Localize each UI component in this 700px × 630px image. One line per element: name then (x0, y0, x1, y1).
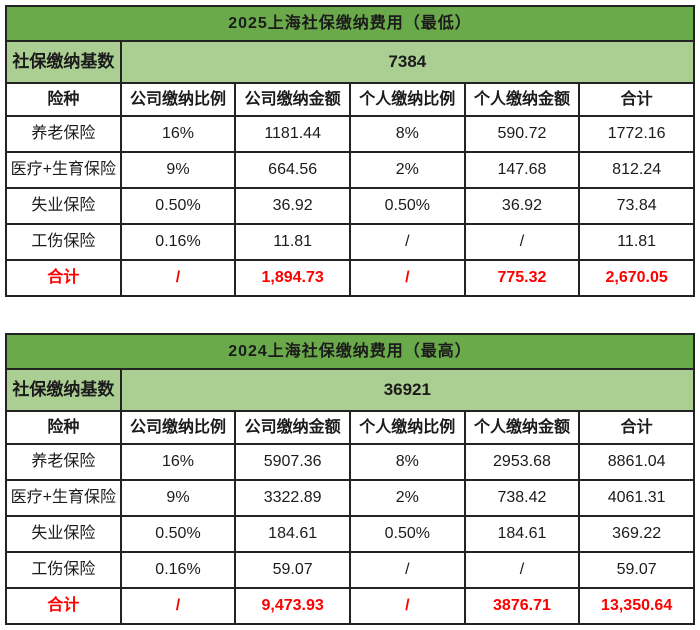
col-header-insurance-type: 险种 (5, 410, 122, 445)
total-cell: 812.24 (578, 151, 695, 189)
personal-amount-cell: / (463, 551, 581, 589)
total-row: 合计 / 1,894.73 / 775.32 2,670.05 (5, 259, 695, 297)
table-row: 失业保险 0.50% 36.92 0.50% 36.92 73.84 (5, 187, 695, 225)
company-rate-cell: 9% (119, 479, 237, 517)
total-row: 合计 / 9,473.93 / 3876.71 13,350.64 (5, 587, 695, 625)
company-amount-cell: 1181.44 (234, 115, 351, 153)
row-label: 失业保险 (5, 187, 122, 225)
base-value: 7384 (119, 40, 696, 84)
company-amount-cell: 9,473.93 (234, 587, 351, 625)
personal-rate-cell: 8% (348, 115, 466, 153)
total-cell: 2,670.05 (578, 259, 695, 297)
row-label: 合计 (5, 259, 122, 297)
company-rate-cell: 16% (119, 443, 237, 481)
company-amount-cell: 5907.36 (234, 443, 351, 481)
table-row: 工伤保险 0.16% 59.07 / / 59.07 (5, 551, 695, 589)
company-rate-cell: 9% (119, 151, 237, 189)
col-header-total: 合计 (578, 410, 695, 445)
personal-rate-cell: 2% (348, 151, 466, 189)
company-amount-cell: 36.92 (234, 187, 351, 225)
table-row: 养老保险 16% 1181.44 8% 590.72 1772.16 (5, 115, 695, 153)
total-cell: 59.07 (578, 551, 695, 589)
col-header-total: 合计 (578, 82, 695, 117)
company-rate-cell: 0.50% (119, 515, 237, 553)
table-row: 工伤保险 0.16% 11.81 / / 11.81 (5, 223, 695, 261)
total-cell: 369.22 (578, 515, 695, 553)
company-amount-cell: 664.56 (234, 151, 351, 189)
row-label: 养老保险 (5, 443, 122, 481)
col-header-personal-amount: 个人缴纳金额 (463, 82, 581, 117)
personal-rate-cell: / (348, 259, 466, 297)
company-rate-cell: 16% (119, 115, 237, 153)
base-row: 社保缴纳基数 7384 (5, 40, 696, 84)
total-cell: 8861.04 (578, 443, 695, 481)
col-header-insurance-type: 险种 (5, 82, 122, 117)
row-label: 医疗+生育保险 (5, 151, 122, 189)
row-label: 工伤保险 (5, 223, 122, 261)
total-cell: 13,350.64 (578, 587, 695, 625)
personal-rate-cell: 8% (348, 443, 466, 481)
company-amount-cell: 184.61 (234, 515, 351, 553)
table-row: 失业保险 0.50% 184.61 0.50% 184.61 369.22 (5, 515, 695, 553)
company-rate-cell: / (119, 587, 237, 625)
table-row: 养老保险 16% 5907.36 8% 2953.68 8861.04 (5, 443, 695, 481)
col-header-personal-amount: 个人缴纳金额 (463, 410, 581, 445)
row-label: 合计 (5, 587, 122, 625)
personal-amount-cell: 590.72 (463, 115, 581, 153)
personal-amount-cell: 147.68 (463, 151, 581, 189)
company-amount-cell: 59.07 (234, 551, 351, 589)
personal-amount-cell: 738.42 (463, 479, 581, 517)
personal-rate-cell: 2% (348, 479, 466, 517)
personal-amount-cell: 184.61 (463, 515, 581, 553)
company-amount-cell: 1,894.73 (234, 259, 351, 297)
table-title: 2024上海社保缴纳费用（最高） (5, 333, 695, 370)
personal-amount-cell: 2953.68 (463, 443, 581, 481)
title-row: 2025上海社保缴纳费用（最低） (5, 5, 695, 42)
personal-rate-cell: / (348, 587, 466, 625)
company-rate-cell: 0.16% (119, 223, 237, 261)
personal-rate-cell: / (348, 551, 466, 589)
row-label: 工伤保险 (5, 551, 122, 589)
total-cell: 73.84 (578, 187, 695, 225)
total-cell: 1772.16 (578, 115, 695, 153)
table-row: 医疗+生育保险 9% 664.56 2% 147.68 812.24 (5, 151, 695, 189)
company-rate-cell: / (119, 259, 237, 297)
table-title: 2025上海社保缴纳费用（最低） (5, 5, 695, 42)
table-row: 医疗+生育保险 9% 3322.89 2% 738.42 4061.31 (5, 479, 695, 517)
col-header-personal-rate: 个人缴纳比例 (348, 82, 466, 117)
header-row: 险种 公司缴纳比例 公司缴纳金额 个人缴纳比例 个人缴纳金额 合计 (5, 82, 695, 117)
personal-rate-cell: 0.50% (348, 515, 466, 553)
company-rate-cell: 0.50% (119, 187, 237, 225)
col-header-company-rate: 公司缴纳比例 (119, 82, 237, 117)
row-label: 养老保险 (5, 115, 122, 153)
row-label: 医疗+生育保险 (5, 479, 122, 517)
row-label: 失业保险 (5, 515, 122, 553)
col-header-company-amount: 公司缴纳金额 (234, 410, 351, 445)
title-row: 2024上海社保缴纳费用（最高） (5, 333, 695, 370)
personal-amount-cell: 3876.71 (463, 587, 581, 625)
base-label: 社保缴纳基数 (5, 40, 122, 84)
personal-amount-cell: / (463, 223, 581, 261)
col-header-company-amount: 公司缴纳金额 (234, 82, 351, 117)
company-rate-cell: 0.16% (119, 551, 237, 589)
base-value: 36921 (119, 368, 696, 412)
personal-amount-cell: 775.32 (463, 259, 581, 297)
company-amount-cell: 3322.89 (234, 479, 351, 517)
base-label: 社保缴纳基数 (5, 368, 122, 412)
col-header-company-rate: 公司缴纳比例 (119, 410, 237, 445)
personal-rate-cell: 0.50% (348, 187, 466, 225)
personal-amount-cell: 36.92 (463, 187, 581, 225)
col-header-personal-rate: 个人缴纳比例 (348, 410, 466, 445)
company-amount-cell: 11.81 (234, 223, 351, 261)
table-2024-max: 2024上海社保缴纳费用（最高） 社保缴纳基数 36921 险种 公司缴纳比例 … (5, 333, 696, 625)
header-row: 险种 公司缴纳比例 公司缴纳金额 个人缴纳比例 个人缴纳金额 合计 (5, 410, 695, 445)
table-2025-min: 2025上海社保缴纳费用（最低） 社保缴纳基数 7384 险种 公司缴纳比例 公… (5, 5, 696, 297)
total-cell: 11.81 (578, 223, 695, 261)
personal-rate-cell: / (348, 223, 466, 261)
base-row: 社保缴纳基数 36921 (5, 368, 696, 412)
total-cell: 4061.31 (578, 479, 695, 517)
